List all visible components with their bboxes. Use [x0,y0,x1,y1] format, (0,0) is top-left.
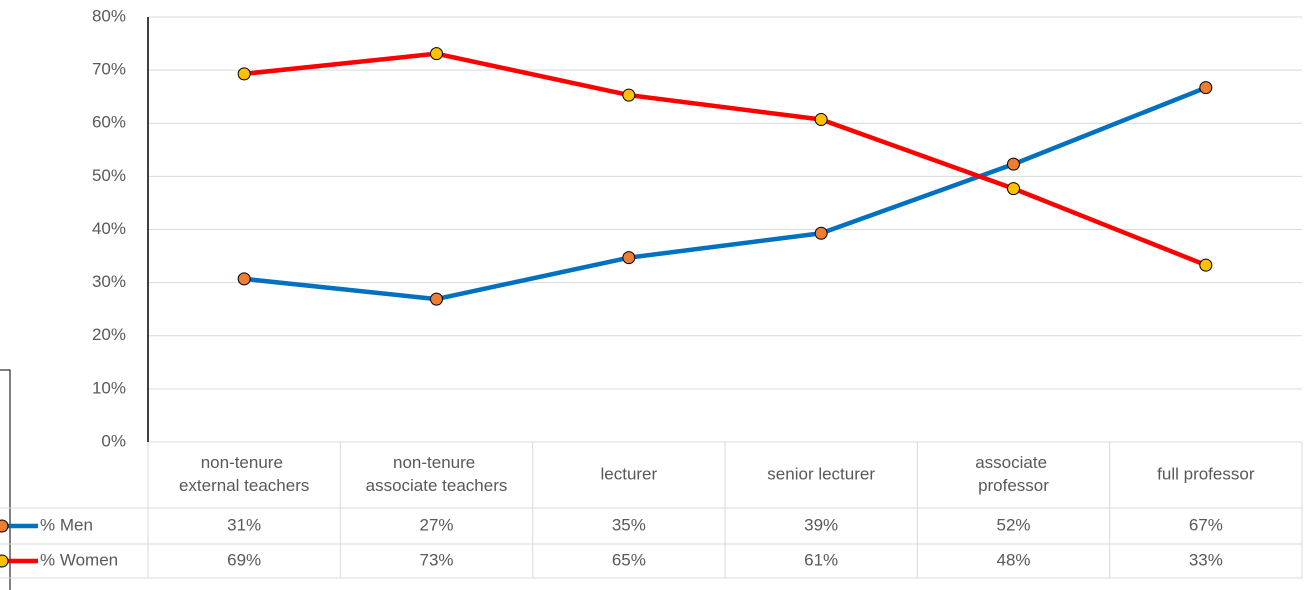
marker [430,292,443,306]
category-label: non-tenure external teachers [179,453,309,495]
table-value: 52% [996,515,1030,534]
marker [1199,258,1213,272]
category-label: senior lecturer [767,464,875,483]
y-tick-label: 50% [92,166,126,185]
y-tick-label: 60% [92,113,126,132]
category-label: associate professor [975,453,1052,495]
marker [237,67,251,81]
table-value: 39% [804,515,838,534]
marker [622,251,636,265]
table-value: 69% [227,550,261,569]
category-label: lecturer [600,464,657,483]
marker [814,226,828,240]
legend-marker [0,519,9,533]
table-value: 48% [996,550,1030,569]
legend-marker [0,554,9,568]
marker [1007,157,1020,171]
marker [1007,182,1020,196]
y-tick-label: 10% [92,378,126,397]
marker [1199,81,1213,95]
marker [237,272,251,286]
table-value: 33% [1189,550,1223,569]
table-value: 31% [227,515,261,534]
y-tick-label: 70% [92,60,126,79]
category-label: full professor [1157,464,1255,483]
marker [622,88,636,102]
series-line [243,51,1207,268]
table-value: 27% [419,515,453,534]
y-tick-label: 20% [92,325,126,344]
series-line [243,85,1207,302]
y-tick-label: 80% [92,6,126,25]
table-value: 61% [804,550,838,569]
y-tick-label: 0% [101,431,126,450]
legend-label: % Women [40,550,118,569]
table-value: 67% [1189,515,1223,534]
legend-label: % Men [40,515,93,534]
marker [430,47,443,61]
y-tick-label: 40% [92,219,126,238]
table-value: 73% [419,550,453,569]
table-value: 65% [612,550,646,569]
frame-edge [0,369,11,590]
marker [814,113,828,127]
table-value: 35% [612,515,646,534]
category-label: non-tenure associate teachers [366,453,508,495]
y-tick-label: 30% [92,272,126,291]
